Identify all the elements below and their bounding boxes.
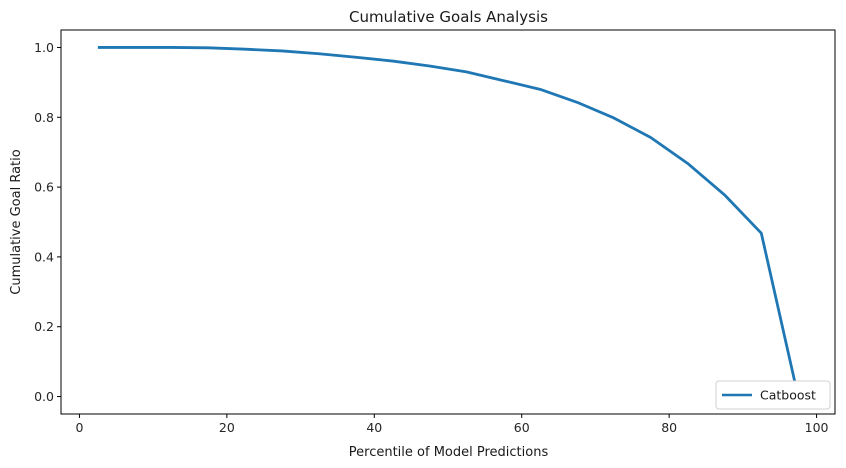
y-tick-label: 0.6 bbox=[34, 180, 54, 195]
chart-title: Cumulative Goals Analysis bbox=[349, 8, 548, 26]
x-tick-label: 20 bbox=[219, 420, 235, 435]
legend: Catboost bbox=[715, 380, 831, 410]
x-tick-label: 0 bbox=[75, 420, 83, 435]
x-tick-label: 100 bbox=[805, 420, 829, 435]
y-tick-label: 0.8 bbox=[34, 110, 54, 125]
legend-label-catboost: Catboost bbox=[760, 388, 816, 403]
x-axis-ticks: 0 20 40 60 80 100 bbox=[75, 414, 829, 435]
x-axis-label: Percentile of Model Predictions bbox=[349, 445, 549, 460]
y-tick-label: 0.0 bbox=[34, 389, 54, 404]
y-tick-label: 1.0 bbox=[34, 40, 54, 55]
legend-box bbox=[715, 380, 831, 410]
x-tick-label: 60 bbox=[514, 420, 530, 435]
plot-frame bbox=[60, 29, 836, 415]
series-line-catboost bbox=[97, 46, 800, 397]
x-tick-label: 80 bbox=[661, 420, 677, 435]
y-tick-label: 0.2 bbox=[34, 319, 54, 334]
x-tick-label: 40 bbox=[366, 420, 382, 435]
series-layer bbox=[97, 46, 800, 397]
y-axis-ticks: 0.0 0.2 0.4 0.6 0.8 1.0 bbox=[34, 40, 61, 404]
plot-area bbox=[61, 30, 835, 414]
y-axis-label: Cumulative Goal Ratio bbox=[9, 149, 24, 294]
y-tick-label: 0.4 bbox=[34, 249, 54, 264]
